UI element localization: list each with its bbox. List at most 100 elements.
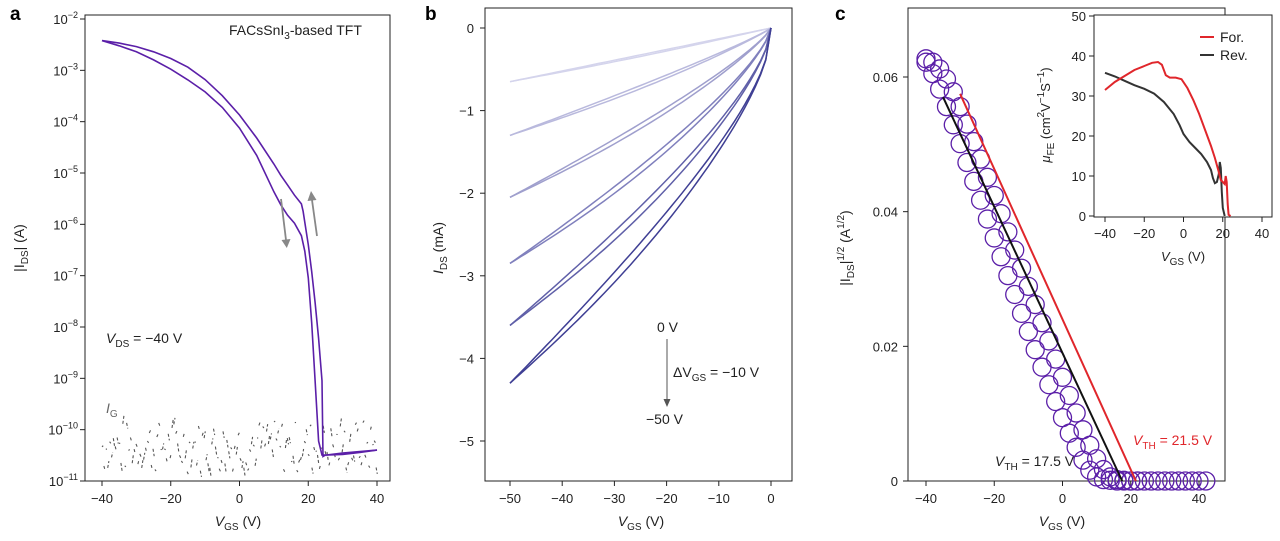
- c-ytick-label: 0.04: [873, 205, 898, 220]
- ig-dash: [230, 447, 233, 450]
- marker-reverse: [930, 79, 950, 99]
- ig-dash: [318, 464, 322, 470]
- marker-reverse: [1005, 284, 1025, 305]
- panel-c-ylabel: |IDS|1/2 (A1/2): [836, 210, 857, 285]
- inset-xtick-label: 0: [1180, 226, 1187, 241]
- marker-reverse: [1025, 340, 1045, 360]
- ig-dash: [137, 459, 140, 465]
- fit-line-reverse: [942, 96, 1124, 482]
- ig-dash: [281, 422, 284, 427]
- marker-reverse: [984, 228, 1004, 248]
- ig-dash: [330, 428, 333, 437]
- ig-dash: [164, 448, 166, 451]
- ig-dash: [128, 449, 131, 451]
- a-xtick-label: 40: [370, 491, 384, 506]
- marker-reverse: [1175, 471, 1195, 491]
- ig-dash: [139, 453, 142, 457]
- ig-dash: [269, 433, 273, 440]
- panel-b-frame: [484, 7, 793, 482]
- ig-dash: [161, 443, 165, 450]
- output-curve: [509, 27, 772, 83]
- ig-dash: [264, 442, 267, 447]
- b-ytick-label: −3: [459, 269, 474, 284]
- vth-reverse-label: VTH = 17.5 V: [995, 453, 1075, 473]
- ig-dash: [275, 438, 278, 441]
- panel-a-title: FACsSnI3-based TFT: [229, 22, 362, 42]
- ig-dash: [332, 444, 335, 449]
- sweep-arrow-down-icon: [280, 198, 291, 248]
- ig-label: IG: [106, 400, 118, 420]
- a-xtick-label: −40: [91, 491, 113, 506]
- ig-dash: [313, 446, 316, 452]
- ig-dash: [267, 435, 271, 445]
- ig-dash: [199, 470, 203, 478]
- inset-frame: [1093, 14, 1273, 218]
- ig-dash: [205, 454, 208, 461]
- ig-dash: [347, 460, 350, 466]
- marker-reverse: [977, 209, 998, 229]
- output-curve: [509, 27, 772, 384]
- ig-dash: [326, 451, 329, 461]
- c-ytick-label: 0.02: [873, 339, 898, 354]
- ig-dash: [245, 462, 248, 467]
- ig-dash: [154, 469, 157, 472]
- a-xtick-label: −20: [160, 491, 182, 506]
- marker-forward: [1066, 403, 1086, 423]
- ig-dash: [116, 437, 119, 444]
- inset-legend: For. Rev.: [1200, 29, 1248, 63]
- ig-dash: [288, 437, 291, 444]
- marker-reverse: [1155, 471, 1175, 491]
- vds-end-label: −50 V: [646, 411, 684, 427]
- ig-dash: [177, 443, 180, 453]
- ig-dash: [250, 436, 254, 445]
- ig-dash: [372, 443, 374, 446]
- vds-step-label: ΔVGS = −10 V: [673, 364, 760, 384]
- marker-reverse: [1046, 391, 1066, 412]
- fit-line-forward: [959, 93, 1137, 482]
- ig-dash: [173, 417, 176, 425]
- ig-dash: [233, 444, 237, 449]
- inset-ytick-label: 20: [1072, 129, 1086, 144]
- marker-reverse: [998, 265, 1018, 286]
- marker-reverse: [936, 96, 957, 117]
- ig-dash: [358, 455, 361, 459]
- marker-reverse: [1168, 471, 1189, 491]
- vds-annotation: VDS = −40 V: [106, 330, 183, 350]
- marker-reverse: [970, 190, 991, 210]
- ig-dash: [126, 422, 129, 429]
- ig-dash: [375, 467, 378, 475]
- ig-dash: [241, 461, 244, 469]
- panel-c-letter: c: [835, 4, 846, 25]
- ig-dash: [352, 455, 356, 462]
- ig-dash: [311, 467, 314, 474]
- ig-dash: [368, 465, 371, 468]
- a-ytick-label: 10−9: [53, 369, 78, 386]
- marker-forward: [977, 167, 998, 187]
- output-curve: [509, 27, 772, 137]
- ig-dash: [131, 454, 134, 464]
- ig-dash: [337, 457, 340, 461]
- ig-dash: [316, 454, 320, 464]
- ig-dash: [343, 430, 346, 433]
- ig-dash: [273, 420, 276, 423]
- vds-step-arrow-icon: [663, 339, 671, 407]
- ig-dash: [286, 437, 290, 445]
- ig-dash: [107, 461, 110, 468]
- ig-dash: [324, 451, 327, 457]
- panel-b-ylabel: IDS (mA): [430, 222, 450, 274]
- sweep-arrow-up-icon: [307, 191, 318, 237]
- marker-reverse: [957, 152, 977, 173]
- marker-reverse: [1093, 470, 1114, 490]
- legend-label-for: For.: [1220, 29, 1244, 45]
- legend-label-rev: Rev.: [1220, 47, 1248, 63]
- a-ytick-label: 10−2: [53, 10, 78, 27]
- ig-dash: [277, 428, 280, 434]
- ig-dash: [366, 441, 369, 444]
- b-ytick-label: −1: [459, 104, 474, 119]
- a-xtick-label: 20: [301, 491, 315, 506]
- marker-forward: [1011, 258, 1032, 278]
- ig-dash: [201, 431, 204, 436]
- ig-dash: [195, 460, 199, 466]
- ig-dash: [165, 458, 169, 464]
- ig-dash: [148, 430, 152, 434]
